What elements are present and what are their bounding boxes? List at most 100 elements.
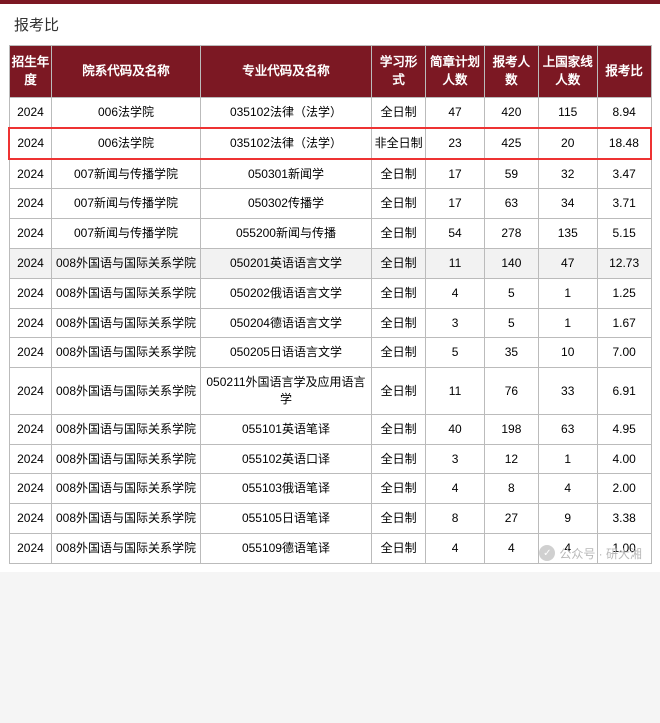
table-cell: 1 — [538, 444, 597, 474]
table-cell: 全日制 — [372, 368, 426, 415]
table-cell: 全日制 — [372, 533, 426, 563]
table-cell: 1.00 — [597, 533, 651, 563]
table-cell: 全日制 — [372, 219, 426, 249]
table-cell: 32 — [538, 159, 597, 189]
table-cell: 2024 — [9, 308, 52, 338]
table-cell: 27 — [485, 504, 539, 534]
table-header-cell: 报考人数 — [485, 46, 539, 98]
table-header-cell: 简章计划人数 — [426, 46, 485, 98]
table-wrap: 招生年度院系代码及名称专业代码及名称学习形式简章计划人数报考人数上国家线人数报考… — [0, 45, 660, 572]
table-cell: 420 — [485, 98, 539, 128]
table-cell: 3 — [426, 444, 485, 474]
table-row: 2024006法学院035102法律（法学）非全日制234252018.48 — [9, 128, 651, 159]
table-cell: 050211外国语言学及应用语言学 — [200, 368, 372, 415]
table-cell: 008外国语与国际关系学院 — [52, 444, 200, 474]
table-cell: 2024 — [9, 368, 52, 415]
table-cell: 全日制 — [372, 189, 426, 219]
table-cell: 3.71 — [597, 189, 651, 219]
table-cell: 5.15 — [597, 219, 651, 249]
table-cell: 006法学院 — [52, 98, 200, 128]
table-cell: 055101英语笔译 — [200, 414, 372, 444]
table-cell: 007新闻与传播学院 — [52, 159, 200, 189]
table-cell: 1 — [538, 278, 597, 308]
table-cell: 008外国语与国际关系学院 — [52, 308, 200, 338]
table-cell: 非全日制 — [372, 128, 426, 159]
table-cell: 2024 — [9, 159, 52, 189]
table-cell: 035102法律（法学） — [200, 98, 372, 128]
table-cell: 2024 — [9, 504, 52, 534]
table-cell: 050204德语语言文学 — [200, 308, 372, 338]
table-cell: 全日制 — [372, 159, 426, 189]
table-cell: 3.38 — [597, 504, 651, 534]
table-cell: 54 — [426, 219, 485, 249]
table-cell: 008外国语与国际关系学院 — [52, 474, 200, 504]
table-cell: 63 — [485, 189, 539, 219]
table-row: 2024008外国语与国际关系学院050205日语语言文学全日制535107.0… — [9, 338, 651, 368]
table-cell: 2024 — [9, 474, 52, 504]
table-cell: 007新闻与传播学院 — [52, 189, 200, 219]
ratio-table: 招生年度院系代码及名称专业代码及名称学习形式简章计划人数报考人数上国家线人数报考… — [8, 45, 652, 564]
table-cell: 5 — [485, 278, 539, 308]
table-cell: 5 — [426, 338, 485, 368]
table-cell: 17 — [426, 159, 485, 189]
table-cell: 140 — [485, 248, 539, 278]
table-cell: 008外国语与国际关系学院 — [52, 248, 200, 278]
table-header-cell: 学习形式 — [372, 46, 426, 98]
table-cell: 2024 — [9, 128, 52, 159]
table-cell: 008外国语与国际关系学院 — [52, 504, 200, 534]
table-cell: 4 — [485, 533, 539, 563]
table-cell: 055105日语笔译 — [200, 504, 372, 534]
table-row: 2024007新闻与传播学院050302传播学全日制1763343.71 — [9, 189, 651, 219]
table-header-row: 招生年度院系代码及名称专业代码及名称学习形式简章计划人数报考人数上国家线人数报考… — [9, 46, 651, 98]
table-cell: 11 — [426, 248, 485, 278]
table-cell: 050205日语语言文学 — [200, 338, 372, 368]
table-cell: 8 — [426, 504, 485, 534]
table-cell: 47 — [426, 98, 485, 128]
table-header-cell: 专业代码及名称 — [200, 46, 372, 98]
table-cell: 全日制 — [372, 98, 426, 128]
table-cell: 4 — [538, 474, 597, 504]
table-row: 2024008外国语与国际关系学院055105日语笔译全日制82793.38 — [9, 504, 651, 534]
table-cell: 63 — [538, 414, 597, 444]
table-cell: 008外国语与国际关系学院 — [52, 368, 200, 415]
table-cell: 2024 — [9, 189, 52, 219]
table-cell: 4.00 — [597, 444, 651, 474]
table-cell: 2.00 — [597, 474, 651, 504]
table-cell: 40 — [426, 414, 485, 444]
table-cell: 全日制 — [372, 414, 426, 444]
table-cell: 2024 — [9, 338, 52, 368]
table-cell: 008外国语与国际关系学院 — [52, 338, 200, 368]
table-cell: 4 — [538, 533, 597, 563]
table-cell: 5 — [485, 308, 539, 338]
table-cell: 006法学院 — [52, 128, 200, 159]
table-cell: 2024 — [9, 414, 52, 444]
table-row: 2024008外国语与国际关系学院050201英语语言文学全日制11140471… — [9, 248, 651, 278]
table-cell: 2024 — [9, 248, 52, 278]
table-cell: 4 — [426, 533, 485, 563]
table-cell: 6.91 — [597, 368, 651, 415]
table-cell: 8.94 — [597, 98, 651, 128]
table-cell: 4 — [426, 278, 485, 308]
table-cell: 050201英语语言文学 — [200, 248, 372, 278]
table-row: 2024008外国语与国际关系学院050211外国语言学及应用语言学全日制117… — [9, 368, 651, 415]
table-cell: 1.67 — [597, 308, 651, 338]
table-cell: 050301新闻学 — [200, 159, 372, 189]
table-cell: 11 — [426, 368, 485, 415]
table-cell: 055103俄语笔译 — [200, 474, 372, 504]
table-cell: 055109德语笔译 — [200, 533, 372, 563]
table-cell: 2024 — [9, 219, 52, 249]
table-cell: 035102法律（法学） — [200, 128, 372, 159]
table-cell: 135 — [538, 219, 597, 249]
table-cell: 20 — [538, 128, 597, 159]
table-cell: 050302传播学 — [200, 189, 372, 219]
table-cell: 2024 — [9, 533, 52, 563]
page-title: 报考比 — [0, 4, 660, 45]
table-cell: 全日制 — [372, 278, 426, 308]
table-cell: 007新闻与传播学院 — [52, 219, 200, 249]
table-cell: 278 — [485, 219, 539, 249]
table-row: 2024008外国语与国际关系学院055103俄语笔译全日制4842.00 — [9, 474, 651, 504]
table-cell: 全日制 — [372, 308, 426, 338]
table-cell: 7.00 — [597, 338, 651, 368]
table-row: 2024007新闻与传播学院055200新闻与传播全日制542781355.15 — [9, 219, 651, 249]
table-cell: 050202俄语语言文学 — [200, 278, 372, 308]
